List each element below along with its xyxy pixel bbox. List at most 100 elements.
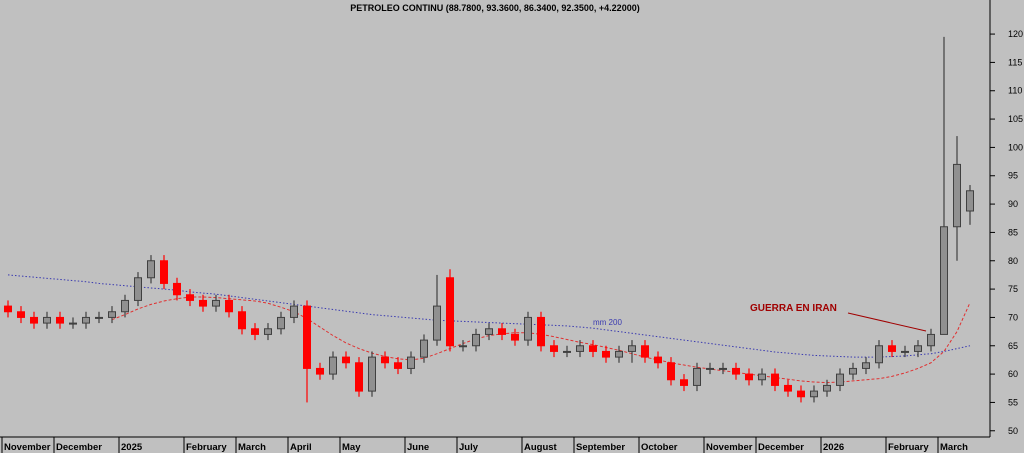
x-tick-label: August — [524, 442, 558, 453]
candle-body — [875, 345, 883, 364]
x-tick-label: April — [290, 442, 312, 453]
candle-body — [472, 333, 480, 347]
candle-body — [381, 356, 389, 364]
candle-body — [901, 350, 909, 353]
candle-body — [563, 350, 571, 353]
y-tick-label: 120 — [1008, 29, 1023, 39]
y-tick-label: 90 — [1008, 199, 1018, 209]
y-tick-label: 115 — [1008, 57, 1022, 67]
candle-body — [459, 345, 467, 348]
candle-body — [433, 305, 441, 341]
x-tick-label: February — [186, 442, 227, 453]
candle-body — [771, 373, 779, 386]
candle-body — [4, 305, 12, 313]
candle-body — [953, 163, 961, 228]
candle-body — [823, 384, 831, 392]
candle-body — [43, 316, 51, 324]
candle-body — [693, 367, 701, 386]
candle-body — [446, 277, 454, 347]
candle-body — [641, 345, 649, 358]
x-tick-label: May — [342, 442, 361, 453]
candle-body — [212, 299, 220, 307]
y-tick-label: 70 — [1008, 312, 1018, 322]
candle-body — [277, 316, 285, 330]
x-tick-label: June — [407, 442, 429, 453]
candle-body — [108, 311, 116, 318]
candle-body — [225, 299, 233, 313]
candle-body — [303, 305, 311, 369]
y-tick-label: 105 — [1008, 114, 1023, 124]
candle-body — [888, 345, 896, 352]
candle-body — [628, 345, 636, 352]
candle-body — [134, 277, 142, 301]
candle-body — [719, 367, 727, 370]
candle-body — [810, 390, 818, 398]
annotation: GUERRA EN IRAN — [750, 303, 837, 314]
candle-body — [615, 350, 623, 358]
x-tick-label: February — [888, 442, 929, 453]
candle-body — [537, 316, 545, 347]
candle-body — [498, 328, 506, 335]
candle-body — [95, 316, 103, 319]
y-tick-label: 75 — [1008, 284, 1018, 294]
candle-body — [82, 316, 90, 324]
candle-body — [758, 373, 766, 381]
candle-body — [550, 345, 558, 352]
candle-body — [836, 373, 844, 386]
candle-body — [251, 328, 259, 335]
candle-body — [329, 356, 337, 375]
candle-body — [576, 345, 584, 352]
candle-body — [485, 328, 493, 335]
chart-title: PETROLEO CONTINU (88.7800, 93.3600, 86.3… — [350, 3, 639, 13]
x-tick-label: March — [238, 442, 266, 453]
candle-body — [407, 356, 415, 369]
candle-body — [654, 356, 662, 364]
y-tick-label: 50 — [1008, 426, 1018, 436]
moving-average-label: mm 200 — [593, 318, 622, 327]
candle-body — [940, 226, 948, 335]
candle-body — [706, 367, 714, 370]
candle-body — [199, 299, 207, 307]
candle-body — [966, 190, 974, 212]
x-tick-label: December — [56, 442, 102, 453]
y-tick-label: 85 — [1008, 227, 1018, 237]
candle-body — [667, 362, 675, 381]
candle-body — [342, 356, 350, 364]
candle-body — [511, 333, 519, 341]
candle-body — [69, 322, 77, 325]
candle-body — [56, 316, 64, 324]
x-tick-label: 2026 — [823, 442, 844, 453]
candle-body — [173, 282, 181, 296]
candle-body — [160, 260, 168, 284]
y-tick-label: 55 — [1008, 397, 1018, 407]
candle-body — [732, 367, 740, 375]
y-tick-label: 95 — [1008, 171, 1018, 181]
candle-body — [355, 362, 363, 392]
y-tick-label: 110 — [1008, 86, 1022, 96]
candle-body — [849, 367, 857, 375]
candle-body — [524, 316, 532, 341]
x-tick-label: November — [4, 442, 51, 453]
y-tick-label: 60 — [1008, 369, 1018, 379]
x-tick-label: October — [641, 442, 678, 453]
candle-body — [368, 356, 376, 392]
candle-body — [420, 339, 428, 358]
candle-body — [186, 294, 194, 301]
candle-body — [797, 390, 805, 398]
x-tick-label: September — [576, 442, 625, 453]
x-tick-label: July — [459, 442, 479, 453]
candle-body — [602, 350, 610, 358]
candle-body — [121, 299, 129, 313]
candle-body — [147, 260, 155, 279]
x-tick-label: March — [940, 442, 968, 453]
candle-body — [589, 345, 597, 352]
y-tick-label: 65 — [1008, 341, 1018, 351]
candle-body — [914, 345, 922, 352]
x-tick-label: 2025 — [121, 442, 143, 453]
moving-average — [7, 274, 971, 358]
candle-body — [680, 379, 688, 386]
x-tick-label: November — [706, 442, 753, 453]
candle-body — [784, 384, 792, 392]
candle-body — [862, 362, 870, 369]
